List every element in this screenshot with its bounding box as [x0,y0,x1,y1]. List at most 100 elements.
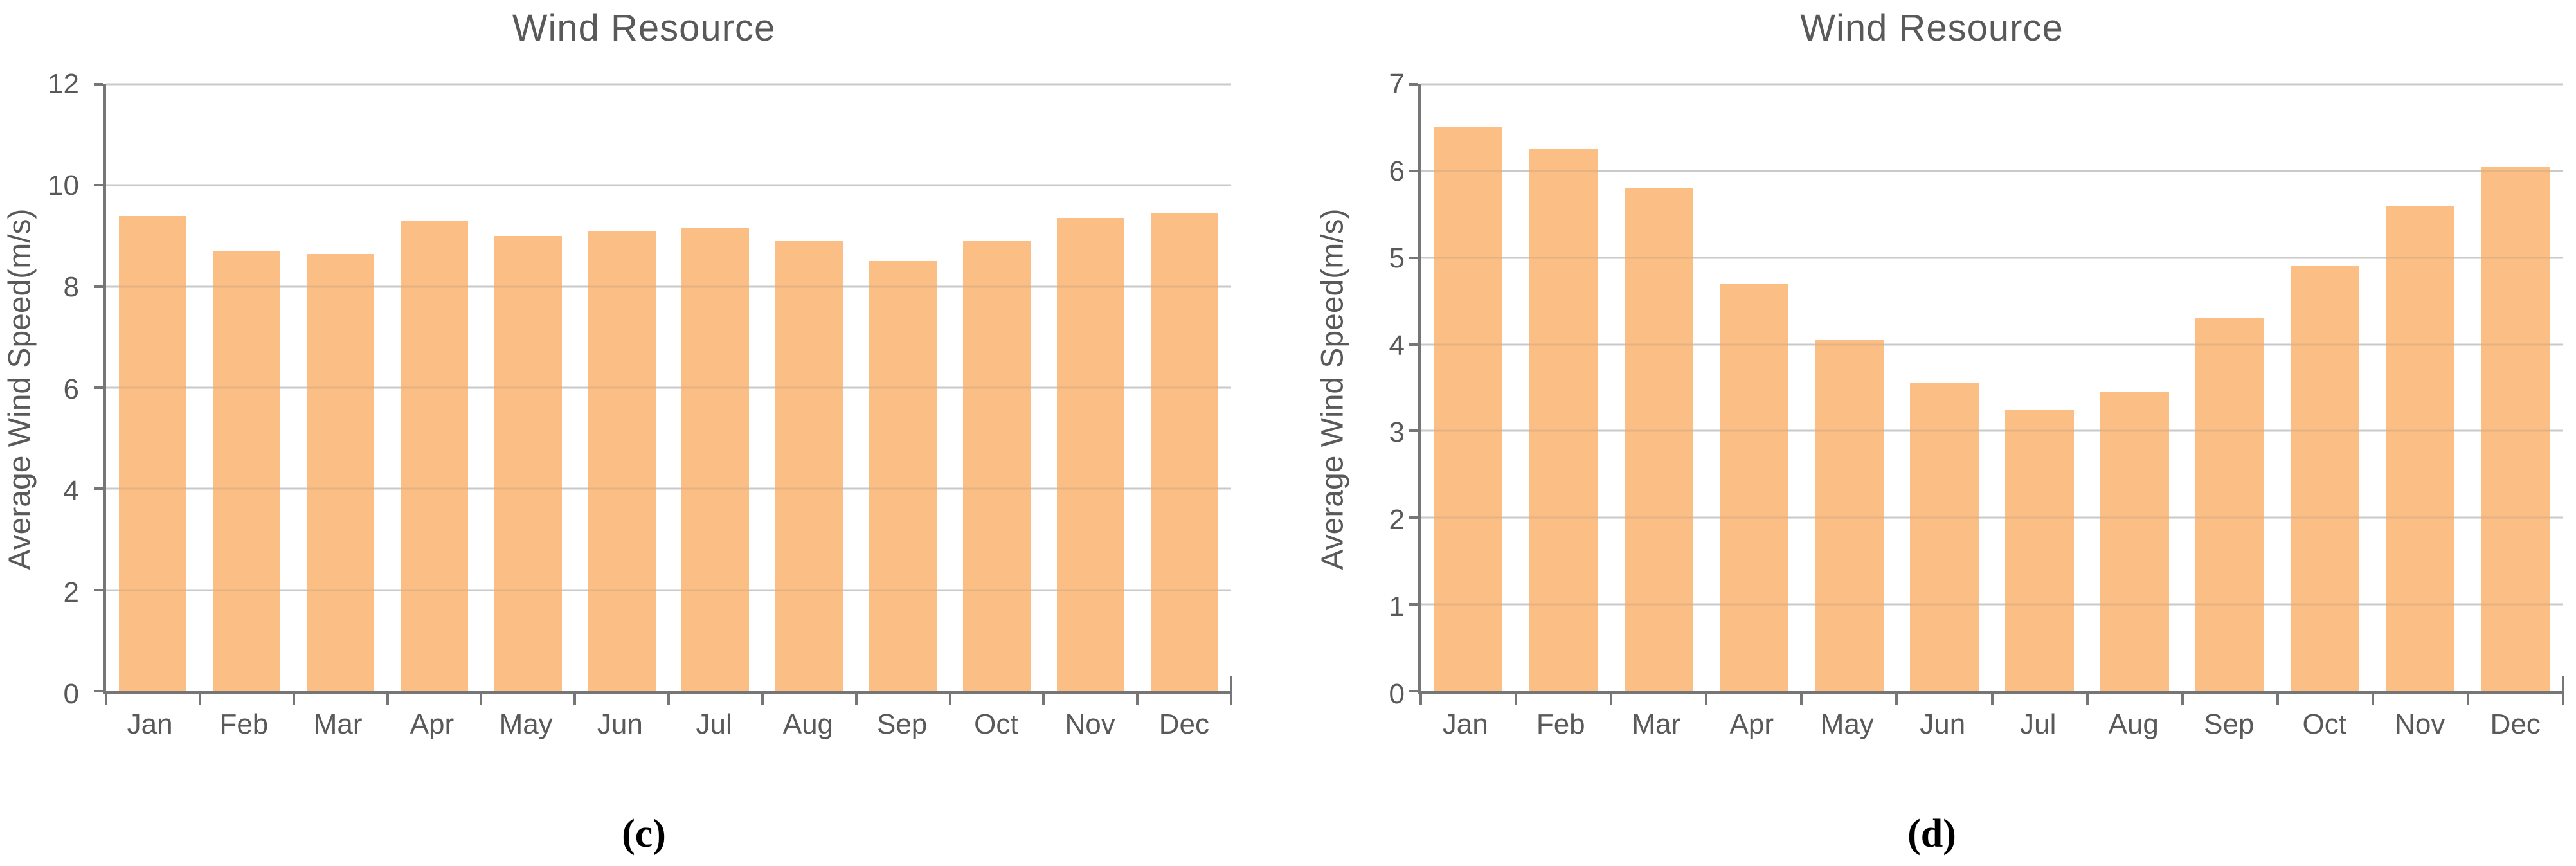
bar-Sep [869,261,937,691]
x-tick-label-Dec: Dec [2490,708,2541,740]
y-tick-mark-7 [1409,83,1418,86]
bar-Jan [119,215,187,691]
panel-caption: (c) [622,812,666,856]
x-tick-label-Aug: Aug [2108,708,2159,740]
y-tick-mark-1 [1409,603,1418,606]
bar-Nov [2386,205,2455,691]
x-tick-mark-10 [2371,694,2374,705]
y-tick-label-2: 2 [63,576,79,608]
y-axis-tick-labels: 0 2 4 6 8 10 12 [40,70,103,708]
gridline-overlay-2 [106,589,1231,591]
x-tick-mark-3 [1705,694,1708,705]
x-tick-mark-4 [480,694,483,705]
bar-Jun [1910,383,1979,691]
gridline-7 [1421,83,2563,86]
x-axis-tick-labels: Jan Feb Mar Apr May Jun Jul Aug Sep Oct Nov Dec [1418,694,2563,753]
y-tick-label-0: 0 [63,678,79,710]
chart-area: Average Wind Speed(m/s) 0 1 2 3 4 5 6 7 Jan Feb M… [1288,70,2576,753]
bar-Aug [775,240,843,691]
gridline-5 [1421,257,2563,259]
y-axis-title-container: Average Wind Speed(m/s) [1288,84,1378,694]
y-tick-mark-2 [1409,516,1418,519]
y-tick-mark-3 [1409,429,1418,433]
chart-title: Wind Resource [512,7,776,49]
x-tick-mark-9 [948,694,951,705]
wind-resource-chart-c: Wind Resource Average Wind Speed(m/s) 0 2… [0,7,1288,856]
y-tick-label-7: 7 [1389,68,1405,100]
x-tick-mark-2 [292,694,295,705]
x-tick-label-Dec: Dec [1158,708,1209,740]
gridline-1 [1421,603,2563,606]
y-tick-mark-4 [1409,343,1418,346]
gridline-overlay-8 [106,285,1231,288]
y-tick-label-8: 8 [63,271,79,303]
bar-Jan [1434,127,1503,691]
y-tick-mark-6 [1409,169,1418,172]
x-tick-label-Jan: Jan [127,708,173,740]
bar-May [494,236,562,691]
gridline-12 [106,83,1231,86]
y-tick-label-4: 4 [63,474,79,507]
y-tick-mark-2 [94,588,103,591]
bar-Mar [307,253,375,691]
y-axis-title: Average Wind Speed(m/s) [1315,208,1350,570]
x-tick-label-Jun: Jun [1920,708,1966,740]
bar-Feb [213,251,281,691]
x-tick-mark-5 [573,694,577,705]
bar-Dec [1150,213,1218,691]
x-tick-label-Apr: Apr [1729,708,1774,740]
x-tick-mark-11 [1136,694,1139,705]
y-tick-label-12: 12 [48,68,79,100]
y-tick-mark-6 [94,386,103,389]
x-tick-label-Aug: Aug [782,708,834,740]
x-tick-mark-1 [1515,694,1518,705]
x-tick-label-Feb: Feb [219,708,269,740]
chart-area: Average Wind Speed(m/s) 0 2 4 6 8 10 12 Jan Feb… [0,70,1288,753]
panel-caption: (d) [1907,812,1956,856]
plot-area [1409,83,2564,705]
x-tick-mark-9 [2276,694,2279,705]
gridline-4 [1421,343,2563,346]
gridline-overlay-4 [106,487,1231,490]
x-tick-label-Jul: Jul [2020,708,2057,740]
x-tick-label-Sep: Sep [876,708,928,740]
gridline-6 [106,386,1231,389]
bar-Mar [1624,188,1693,691]
x-tick-mark-8 [2181,694,2184,705]
gridline-2 [106,589,1231,591]
x-axis-tick-labels: Jan Feb Mar Apr May Jun Jul Aug Sep Oct Nov Dec [103,694,1231,753]
x-tick-label-Oct: Oct [2302,708,2346,740]
y-tick-label-6: 6 [1389,155,1405,187]
gridline-overlay-12 [106,83,1231,86]
y-tick-label-1: 1 [1389,591,1405,623]
y-tick-label-2: 2 [1389,503,1405,536]
bar-Apr [1719,284,1788,691]
y-tick-label-10: 10 [48,170,79,202]
x-tick-label-Sep: Sep [2204,708,2255,740]
y-tick-label-5: 5 [1389,242,1405,275]
x-tick-mark-6 [1990,694,1994,705]
x-tick-mark-4 [1800,694,1803,705]
x-tick-mark-0 [105,694,107,705]
bar-Apr [400,221,468,691]
gridline-2 [1421,516,2563,519]
gridline-overlay-2 [1421,516,2563,519]
x-tick-mark-3 [386,694,389,705]
bar-May [1815,339,1884,691]
gridline-overlay-1 [1421,603,2563,606]
chart-title: Wind Resource [1800,7,2064,49]
bar-Jun [588,231,656,691]
wind-resource-chart-d: Wind Resource Average Wind Speed(m/s) 0 1… [1288,0,2576,866]
bar-Sep [2195,318,2264,691]
plot-area [94,83,1232,705]
gridline-3 [1421,429,2563,432]
x-tick-mark-5 [1895,694,1898,705]
x-tick-mark-6 [667,694,670,705]
x-tick-label-Feb: Feb [1536,708,1585,740]
bar-Jul [681,228,750,691]
x-axis-end-tick [1230,676,1232,705]
x-tick-mark-1 [198,694,201,705]
x-tick-label-Oct: Oct [974,708,1018,740]
x-tick-label-May: May [499,708,553,740]
x-tick-label-Nov: Nov [2395,708,2445,740]
